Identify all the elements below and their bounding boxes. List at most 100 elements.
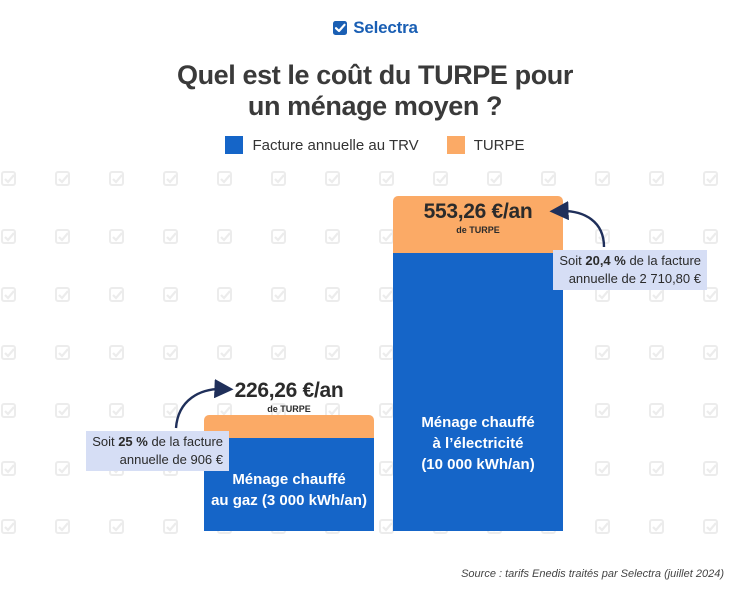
watermark-check-icon xyxy=(109,345,124,360)
watermark-check-icon xyxy=(703,229,718,244)
watermark-check-icon xyxy=(325,229,340,244)
watermark-check-icon xyxy=(649,229,664,244)
watermark-check-icon xyxy=(271,345,286,360)
watermark-check-icon xyxy=(541,171,556,186)
watermark-check-icon xyxy=(55,345,70,360)
watermark-check-icon xyxy=(163,171,178,186)
annotation-gaz-line-2: annuelle de 906 € xyxy=(119,452,223,467)
legend-item-turpe: TURPE xyxy=(446,136,525,154)
watermark-check-icon xyxy=(325,171,340,186)
watermark-check-icon xyxy=(379,461,394,476)
annotation-electricite-percent: 20,4 % xyxy=(585,253,626,268)
watermark-check-icon xyxy=(379,403,394,418)
watermark-check-icon xyxy=(649,171,664,186)
watermark-check-icon xyxy=(217,345,232,360)
watermark-check-icon xyxy=(1,519,16,534)
watermark-check-icon xyxy=(109,171,124,186)
annotation-electricite-before: Soit xyxy=(559,253,586,268)
annotation-gaz-line-1: Soit 25 % de la facture xyxy=(92,433,223,451)
watermark-check-icon xyxy=(109,287,124,302)
watermark-check-icon xyxy=(55,287,70,302)
watermark-check-icon xyxy=(163,229,178,244)
watermark-check-icon xyxy=(217,171,232,186)
value-label-gaz: 226,26 €/an xyxy=(234,379,344,402)
annotation-gaz-percent: 25 % xyxy=(118,434,148,449)
watermark-check-icon xyxy=(109,403,124,418)
watermark-check-icon xyxy=(55,229,70,244)
watermark-check-icon xyxy=(163,345,178,360)
watermark-check-icon xyxy=(595,461,610,476)
watermark-check-icon xyxy=(55,171,70,186)
watermark-check-icon xyxy=(1,403,16,418)
annotation-gaz-after: de la facture xyxy=(147,434,223,449)
bar-electricite: Ménage chauffé à l’électricité (10 000 k… xyxy=(393,196,563,531)
category-electricite-line-1: Ménage chauffé xyxy=(421,414,535,431)
bar-electricite-category-label: Ménage chauffé à l’électricité (10 000 k… xyxy=(393,412,563,475)
legend-label-trv: Facture annuelle au TRV xyxy=(252,136,419,154)
bar-gaz-category-label: Ménage chauffé au gaz (3 000 kWh/an) xyxy=(204,469,374,511)
watermark-pattern xyxy=(1,171,718,534)
watermark-check-icon xyxy=(649,461,664,476)
source-note: Source : tarifs Enedis traités par Selec… xyxy=(461,568,724,580)
watermark-check-icon xyxy=(217,287,232,302)
watermark-check-icon xyxy=(1,171,16,186)
watermark-check-icon xyxy=(163,403,178,418)
watermark-check-icon xyxy=(271,287,286,302)
watermark-check-icon xyxy=(595,519,610,534)
watermark-check-icon xyxy=(271,171,286,186)
watermark-check-icon xyxy=(433,171,448,186)
legend-swatch-trv xyxy=(225,136,244,154)
legend: Facture annuelle au TRV TURPE xyxy=(0,136,750,154)
watermark-check-icon xyxy=(217,229,232,244)
bar-electricite-trv-segment xyxy=(393,252,563,531)
annotation-electricite: Soit 20,4 % de la facture annuelle de 2 … xyxy=(553,250,707,290)
watermark-check-icon xyxy=(703,345,718,360)
watermark-check-icon xyxy=(1,345,16,360)
bar-gaz-turpe-segment xyxy=(204,414,374,438)
watermark-check-icon xyxy=(703,519,718,534)
check-square-icon xyxy=(333,21,348,35)
watermark-check-icon xyxy=(379,519,394,534)
bar-gaz-trv-segment xyxy=(204,438,374,531)
watermark-check-icon xyxy=(595,171,610,186)
value-sublabel-gaz: de TURPE xyxy=(267,404,311,414)
bar-electricite-turpe-segment xyxy=(393,196,563,253)
watermark-check-icon xyxy=(703,171,718,186)
category-electricite-line-2: à l’électricité xyxy=(432,435,524,452)
watermark-check-icon xyxy=(703,287,718,302)
watermark-check-icon xyxy=(55,403,70,418)
chart-title: Quel est le coût du TURPE pour un ménage… xyxy=(0,60,750,122)
value-sublabel-electricite: de TURPE xyxy=(456,225,500,235)
annotation-gaz: Soit 25 % de la facture annuelle de 906 … xyxy=(86,431,229,471)
watermark-check-icon xyxy=(271,229,286,244)
watermark-check-icon xyxy=(109,519,124,534)
legend-swatch-turpe xyxy=(446,136,465,154)
watermark-check-icon xyxy=(55,461,70,476)
watermark-check-icon xyxy=(163,519,178,534)
watermark-check-icon xyxy=(487,171,502,186)
watermark-check-icon xyxy=(109,229,124,244)
brand-logo: Selectra xyxy=(0,18,750,38)
category-gaz-line-2: au gaz (3 000 kWh/an) xyxy=(211,491,367,509)
value-label-electricite: 553,26 €/an xyxy=(423,200,533,223)
watermark-check-icon xyxy=(379,229,394,244)
annotation-electricite-line-1: Soit 20,4 % de la facture xyxy=(559,252,701,270)
watermark-check-icon xyxy=(379,171,394,186)
watermark-check-icon xyxy=(325,345,340,360)
watermark-check-icon xyxy=(1,287,16,302)
watermark-check-icon xyxy=(325,287,340,302)
watermark-check-icon xyxy=(595,229,610,244)
annotation-electricite-line-2: annuelle de 2 710,80 € xyxy=(568,271,701,286)
watermark-check-icon xyxy=(649,345,664,360)
watermark-check-icon xyxy=(595,403,610,418)
watermark-check-icon xyxy=(703,403,718,418)
watermark-check-icon xyxy=(163,287,178,302)
watermark-check-icon xyxy=(595,345,610,360)
watermark-check-icon xyxy=(649,519,664,534)
watermark-check-icon xyxy=(1,461,16,476)
watermark-check-icon xyxy=(703,461,718,476)
brand-name: Selectra xyxy=(353,18,418,37)
annotation-gaz-before: Soit xyxy=(92,434,119,449)
watermark-check-icon xyxy=(379,287,394,302)
legend-item-trv: Facture annuelle au TRV xyxy=(225,136,419,154)
